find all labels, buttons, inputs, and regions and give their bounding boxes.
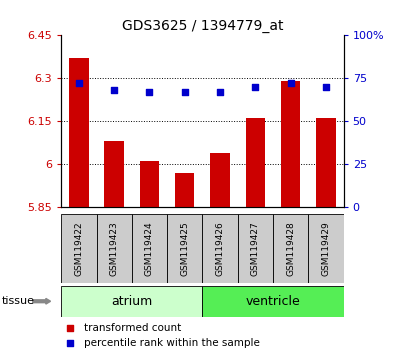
Text: atrium: atrium (111, 295, 152, 308)
Point (146, 89, 152, 95)
Bar (175, 173, 194, 207)
Point (323, 84, 329, 90)
Text: percentile rank within the sample: percentile rank within the sample (84, 338, 260, 348)
Bar (281, 81, 301, 207)
Bar (211, 153, 230, 207)
Text: transformed count: transformed count (84, 322, 181, 332)
Bar (140, 161, 159, 207)
Point (76, 81, 82, 86)
Bar (238, 214, 273, 283)
Text: GSM119428: GSM119428 (286, 221, 295, 276)
Text: GSM119424: GSM119424 (145, 221, 154, 276)
Bar (308, 214, 344, 283)
Text: GSM119422: GSM119422 (74, 221, 83, 276)
Bar (167, 214, 202, 283)
Title: GDS3625 / 1394779_at: GDS3625 / 1394779_at (122, 19, 283, 33)
Text: ventricle: ventricle (246, 295, 301, 308)
Bar (96, 214, 132, 283)
Bar (61, 214, 96, 283)
Point (66, 325, 73, 330)
Point (66, 341, 73, 346)
Text: GSM119423: GSM119423 (110, 221, 118, 276)
Text: GSM119425: GSM119425 (180, 221, 189, 276)
Text: GSM119429: GSM119429 (322, 221, 331, 276)
Point (217, 89, 223, 95)
Bar (69, 58, 88, 207)
Text: tissue: tissue (2, 296, 35, 306)
Bar (202, 286, 344, 317)
Text: GSM119426: GSM119426 (216, 221, 225, 276)
Text: GSM119427: GSM119427 (251, 221, 260, 276)
Bar (316, 118, 336, 207)
Point (252, 84, 259, 90)
Bar (246, 118, 265, 207)
Bar (132, 214, 167, 283)
Point (288, 81, 294, 86)
Bar (61, 286, 202, 317)
Point (182, 89, 188, 95)
Bar (202, 214, 238, 283)
Bar (273, 214, 308, 283)
Bar (104, 141, 124, 207)
Point (111, 87, 117, 93)
